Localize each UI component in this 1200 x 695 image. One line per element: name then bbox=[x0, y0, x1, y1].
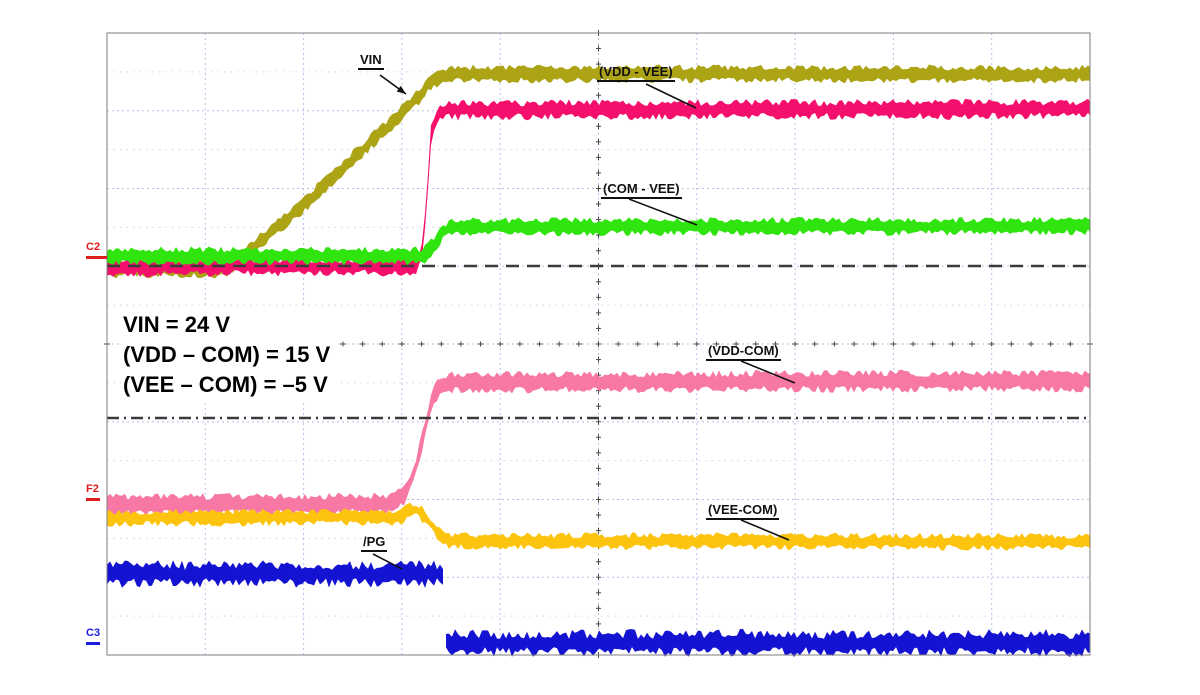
trace-label-vdd-com: (VDD-COM) bbox=[706, 344, 781, 361]
trace-label-vee-com: (VEE-COM) bbox=[706, 503, 780, 520]
channel-marker-f2: F2 bbox=[86, 484, 100, 501]
trace-label-com-vee: (COM - VEE) bbox=[601, 182, 682, 199]
channel-marker-c3-level-bar bbox=[86, 642, 100, 645]
channel-marker-c2-label: C2 bbox=[86, 241, 101, 253]
trace-pg bbox=[107, 560, 1090, 657]
channel-marker-f2-level-bar bbox=[86, 498, 100, 501]
annotation-line-vdd-com: (VDD – COM) = 15 V bbox=[123, 342, 331, 367]
trace-label-pg: /PG bbox=[361, 535, 388, 552]
annotation-line-vin: VIN = 24 V bbox=[123, 312, 231, 337]
channel-marker-c3-label: C3 bbox=[86, 627, 101, 639]
trace-vdd-com bbox=[107, 369, 1090, 517]
trace-label-vdd-vee: (VDD - VEE) bbox=[597, 65, 675, 82]
channel-marker-f2-label: F2 bbox=[86, 483, 99, 495]
trace-vee-com bbox=[107, 502, 1090, 551]
channel-marker-c2-level-bar bbox=[86, 256, 107, 259]
trace-label-vin: VIN bbox=[358, 53, 384, 70]
annotation-line-vee-com: (VEE – COM) = –5 V bbox=[123, 372, 328, 397]
channel-marker-c3: C3 bbox=[86, 628, 100, 645]
trace-com-vee bbox=[107, 216, 1090, 266]
channel-marker-c2: C2 bbox=[86, 242, 107, 259]
measurement-annotation: VIN = 24 V (VDD – COM) = 15 V (VEE – COM… bbox=[121, 308, 339, 402]
